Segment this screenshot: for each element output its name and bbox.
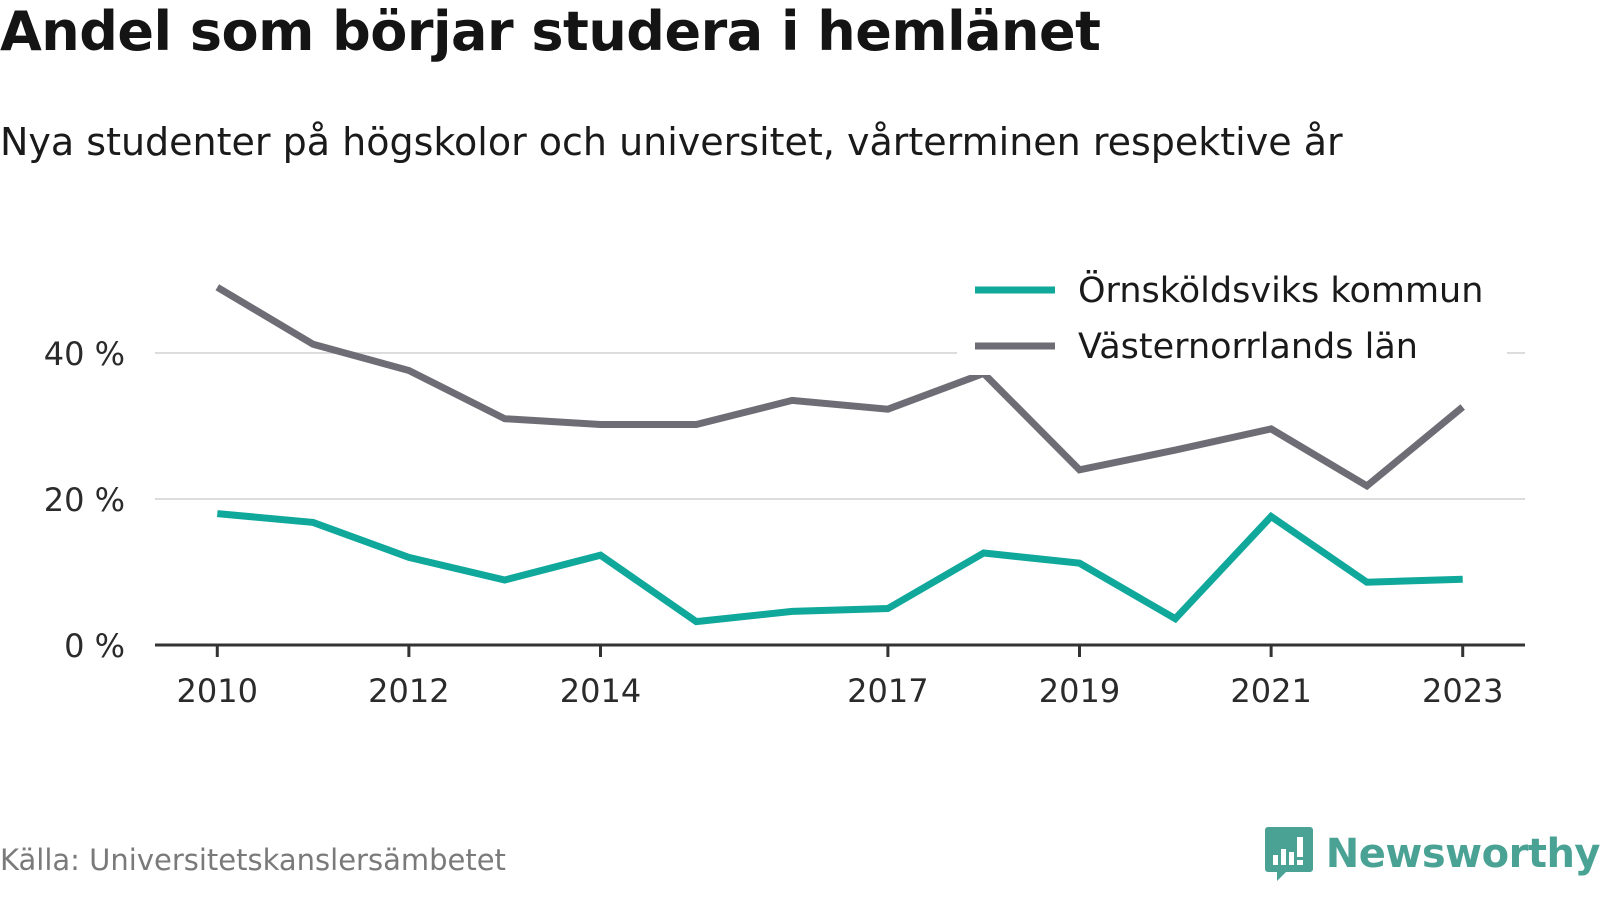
legend-label-1: Västernorrlands län [1078,327,1418,367]
brand-logo: Newsworthy [1264,825,1600,883]
chart-subtitle: Nya studenter på högskolor och universit… [0,120,1343,164]
x-tick-label: 2019 [1039,672,1120,710]
x-tick-label: 2017 [847,672,928,710]
chart-title: Andel som börjar studera i hemlänet [0,0,1101,63]
y-tick-label: 40 % [44,335,125,373]
legend-background [957,257,1507,375]
series-line-0 [216,510,1463,626]
bar-chart-speech-bubble-icon [1264,827,1313,881]
y-tick-label: 0 % [64,627,125,665]
legend-label-0: Örnsköldsviks kommun [1078,269,1483,311]
series-line-1 [215,284,1465,491]
legend: Örnsköldsviks kommun Västernorrlands län [957,257,1507,375]
x-tick-label: 2012 [368,672,449,710]
x-tick-label: 2021 [1230,672,1311,710]
brand-name: Newsworthy [1325,831,1600,877]
y-tick-label: 20 % [44,481,125,519]
x-tick-label: 2010 [177,672,258,710]
x-tick-label: 2023 [1422,672,1503,710]
source-note: Källa: Universitetskanslersämbetet [0,843,506,877]
x-axis: 2010 2012 2014 2017 2019 2021 2023 [155,643,1525,710]
series-lines [215,284,1465,626]
x-tick-label: 2014 [560,672,641,710]
